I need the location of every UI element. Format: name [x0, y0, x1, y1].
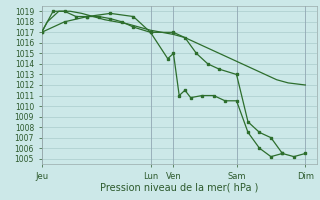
X-axis label: Pression niveau de la mer( hPa ): Pression niveau de la mer( hPa ) — [100, 182, 258, 192]
